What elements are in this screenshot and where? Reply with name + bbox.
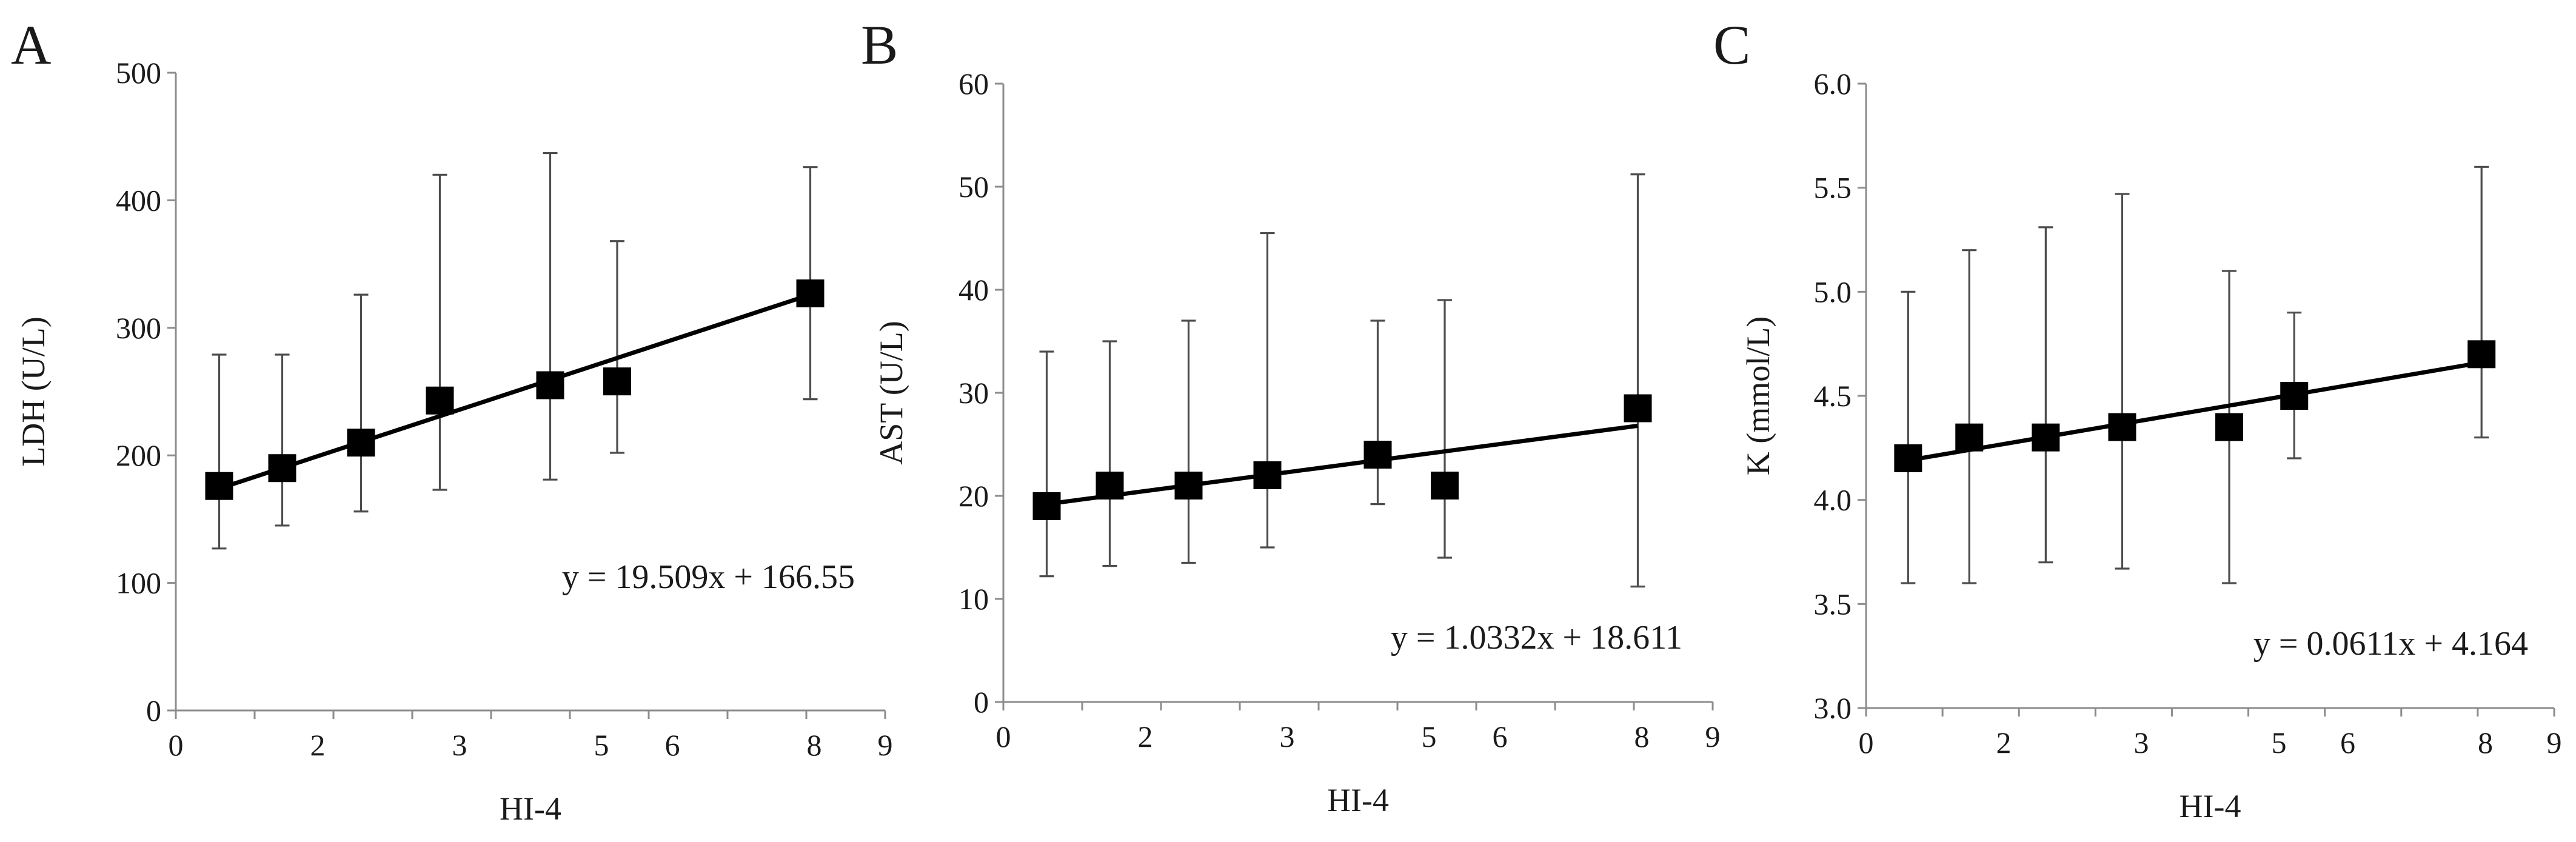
- trendline-equation: y = 0.0611x + 4.164: [2253, 625, 2528, 663]
- x-tick-label: 3: [452, 728, 467, 762]
- panel-letter: B: [861, 14, 898, 76]
- trendline-equation: y = 19.509x + 166.55: [562, 558, 855, 596]
- y-tick-label: 500: [116, 56, 161, 90]
- data-point: [2032, 423, 2060, 452]
- data-point: [796, 279, 825, 307]
- trendline: [1907, 360, 2482, 463]
- y-tick-label: 50: [958, 170, 989, 204]
- y-tick-label: 3.5: [1814, 587, 1852, 621]
- y-axis-title: AST (U/L): [873, 321, 909, 465]
- x-tick-label: 3: [2134, 726, 2149, 760]
- y-tick-label: 40: [958, 273, 989, 307]
- trendline: [218, 292, 811, 491]
- data-point: [2215, 413, 2244, 441]
- x-tick-label: 0: [169, 728, 184, 762]
- data-point: [1253, 461, 1282, 489]
- x-tick-label: 6: [665, 728, 680, 762]
- y-tick-label: 200: [116, 438, 161, 472]
- chart-panel-b: B 0 10 20 30 40 50 60 0 2 3 5 6 8 9 HI-4 AST (U/L) y = 1.…: [861, 14, 1721, 818]
- x-tick-label: 9: [1705, 720, 1721, 753]
- y-tick-label: 300: [116, 311, 161, 345]
- x-tick-label: 0: [1859, 726, 1874, 760]
- y-tick-label: 4.5: [1814, 379, 1852, 413]
- x-tick-label: 8: [807, 728, 822, 762]
- y-axis-title: LDH (U/L): [15, 316, 52, 466]
- panel-letter: A: [11, 14, 51, 76]
- x-tick-label: 5: [1422, 720, 1437, 753]
- y-tick-label: 5.5: [1814, 171, 1852, 205]
- x-tick-label: 9: [878, 728, 893, 762]
- y-axis-title: K (mmol/L): [1740, 316, 1776, 475]
- x-tick-label: 0: [996, 720, 1011, 753]
- data-point: [1955, 423, 1984, 452]
- x-tick-label: 6: [1493, 720, 1508, 753]
- data-point: [1431, 472, 1459, 500]
- data-point: [536, 371, 564, 399]
- x-tick-label: 5: [2272, 726, 2287, 760]
- chart-panel-a: A 0 100 200 300 400 500 0 2 3 5 6 8 9 HI-4 LDH (U/L) y =…: [11, 14, 893, 827]
- y-tick-label: 30: [958, 376, 989, 410]
- x-tick-label: 6: [2340, 726, 2355, 760]
- data-point: [268, 454, 296, 483]
- data-point: [2280, 382, 2309, 410]
- data-point: [426, 386, 454, 415]
- trendline: [1046, 423, 1638, 507]
- data-point: [1894, 444, 1922, 472]
- x-tick-label: 3: [1280, 720, 1295, 753]
- data-point: [1032, 492, 1061, 520]
- y-tick-label: 100: [116, 566, 161, 600]
- y-tick-label: 10: [958, 582, 989, 616]
- panel-letter: C: [1713, 14, 1750, 76]
- data-point: [1363, 441, 1392, 469]
- y-tick-label: 5.0: [1814, 275, 1852, 309]
- data-point: [603, 367, 631, 396]
- y-tick-label: 6.0: [1814, 67, 1852, 101]
- x-tick-label: 5: [594, 728, 609, 762]
- y-tick-label: 60: [958, 67, 989, 101]
- y-tick-label: 400: [116, 183, 161, 217]
- x-tick-label: 2: [310, 728, 326, 762]
- chart-panel-c: C 3.0 3.5 4.0 4.5 5.0 5.5 6.0 0 2 3 5 6 8 9 HI-4 K (mmol…: [1713, 14, 2562, 824]
- data-point: [1174, 472, 1203, 500]
- x-axis-title: HI-4: [2180, 788, 2241, 824]
- data-point: [205, 472, 233, 500]
- data-point: [347, 429, 375, 457]
- y-tick-label: 20: [958, 479, 989, 513]
- y-tick-label: 3.0: [1814, 691, 1852, 725]
- y-tick-label: 0: [974, 685, 989, 719]
- data-point: [2467, 340, 2496, 369]
- x-tick-label: 2: [1996, 726, 2012, 760]
- y-tick-label: 0: [146, 693, 161, 727]
- x-tick-label: 8: [2478, 726, 2493, 760]
- data-point: [1624, 394, 1652, 423]
- data-point: [2108, 413, 2136, 441]
- x-tick-label: 2: [1138, 720, 1153, 753]
- data-point: [1096, 472, 1124, 500]
- x-axis-title: HI-4: [500, 790, 561, 827]
- trendline-equation: y = 1.0332x + 18.611: [1391, 619, 1682, 657]
- x-tick-label: 9: [2547, 726, 2562, 760]
- x-axis-title: HI-4: [1327, 782, 1389, 818]
- x-tick-label: 8: [1634, 720, 1650, 753]
- y-tick-label: 4.0: [1814, 483, 1852, 517]
